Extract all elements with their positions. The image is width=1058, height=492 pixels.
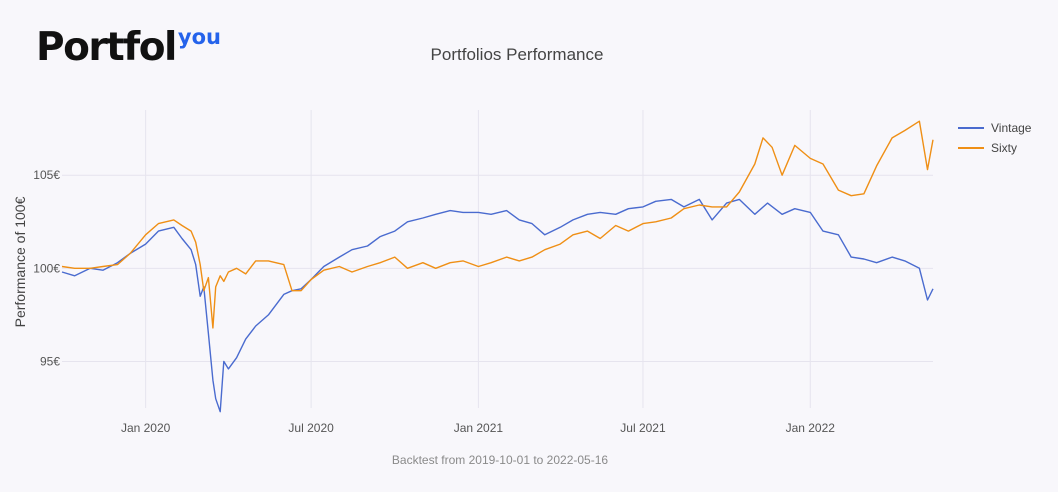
brand-logo: Portfolyou bbox=[36, 25, 221, 70]
legend-item-sixty[interactable]: Sixty bbox=[958, 138, 1031, 158]
logo-text: Portfol bbox=[36, 25, 177, 70]
line-layer bbox=[61, 120, 934, 413]
x-tick-label: Jan 2020 bbox=[121, 421, 171, 435]
x-tick-label: Jan 2021 bbox=[454, 421, 504, 435]
legend-swatch-vintage bbox=[958, 127, 984, 129]
legend-label-vintage: Vintage bbox=[991, 121, 1032, 135]
logo-accent: you bbox=[177, 25, 221, 49]
legend[interactable]: Vintage Sixty bbox=[958, 118, 1031, 158]
legend-swatch-sixty bbox=[958, 147, 984, 149]
legend-item-vintage[interactable]: Vintage bbox=[958, 118, 1031, 138]
x-tick-label: Jul 2021 bbox=[620, 421, 666, 435]
y-tick-label: 100€ bbox=[33, 261, 60, 275]
series-line-vintage bbox=[61, 198, 934, 413]
legend-label-sixty: Sixty bbox=[991, 141, 1018, 155]
y-tick-label: 105€ bbox=[33, 168, 60, 182]
y-tick-label: 95€ bbox=[40, 354, 60, 368]
chart-title: Portfolios Performance bbox=[430, 45, 604, 64]
x-tick-label: Jul 2020 bbox=[288, 421, 334, 435]
x-tick-label: Jan 2022 bbox=[786, 421, 836, 435]
series-line-sixty bbox=[61, 120, 934, 329]
tick-layer: 95€ 100€ 105€ Jan 2020 Jul 2020 Jan 2021 Jul 2… bbox=[33, 168, 835, 435]
backtest-note: Backtest from 2019-10-01 to 2022-05-16 bbox=[391, 453, 609, 467]
grid-layer bbox=[62, 110, 933, 408]
